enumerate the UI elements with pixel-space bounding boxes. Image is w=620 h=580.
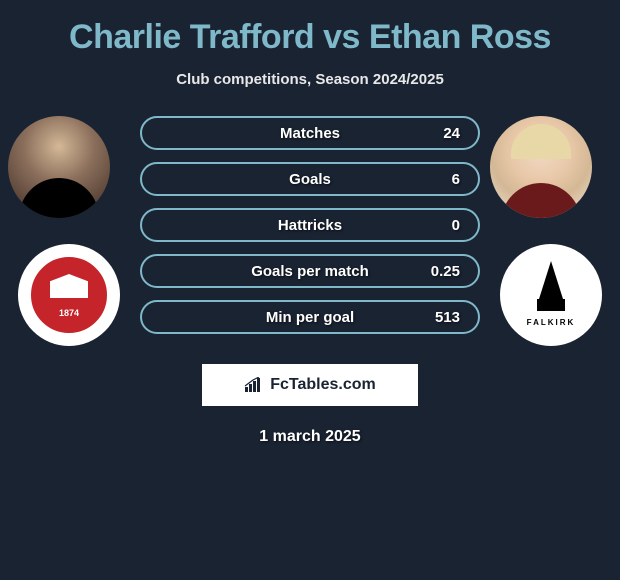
- bar-chart-icon: [244, 377, 264, 393]
- brand-text: FcTables.com: [270, 376, 376, 394]
- stat-label: Matches: [280, 125, 340, 142]
- stat-row: Goals per match 0.25: [140, 254, 480, 288]
- stat-value: 24: [443, 125, 460, 142]
- stat-row: Min per goal 513: [140, 300, 480, 334]
- stat-label: Goals per match: [251, 263, 369, 280]
- stat-row: Matches 24: [140, 116, 480, 150]
- steeple-icon: [539, 261, 563, 299]
- club-left-year: 1874: [59, 308, 79, 318]
- subtitle: Club competitions, Season 2024/2025: [0, 71, 620, 88]
- club-left-badge: 1874: [18, 244, 120, 346]
- stat-value: 513: [435, 309, 460, 326]
- date-label: 1 march 2025: [0, 428, 620, 446]
- club-right-badge: FALKIRK: [500, 244, 602, 346]
- stat-value: 6: [452, 171, 460, 188]
- stat-row: Hattricks 0: [140, 208, 480, 242]
- falkirk-badge-icon: FALKIRK: [513, 257, 589, 333]
- player-left-avatar: [8, 116, 110, 218]
- stats-column: Matches 24 Goals 6 Hattricks 0 Goals per…: [140, 116, 480, 346]
- hamilton-badge-icon: 1874: [31, 257, 107, 333]
- stat-label: Min per goal: [266, 309, 354, 326]
- main-area: 1874 FALKIRK Matches 24 Goals 6 Hattrick…: [0, 116, 620, 346]
- club-right-name: FALKIRK: [527, 318, 576, 327]
- page-title: Charlie Trafford vs Ethan Ross: [0, 18, 620, 57]
- player-right-avatar: [490, 116, 592, 218]
- stat-label: Hattricks: [278, 217, 342, 234]
- stat-value: 0: [452, 217, 460, 234]
- stat-value: 0.25: [431, 263, 460, 280]
- comparison-card: Charlie Trafford vs Ethan Ross Club comp…: [0, 0, 620, 456]
- stat-row: Goals 6: [140, 162, 480, 196]
- stat-label: Goals: [289, 171, 331, 188]
- brand-box[interactable]: FcTables.com: [202, 364, 418, 406]
